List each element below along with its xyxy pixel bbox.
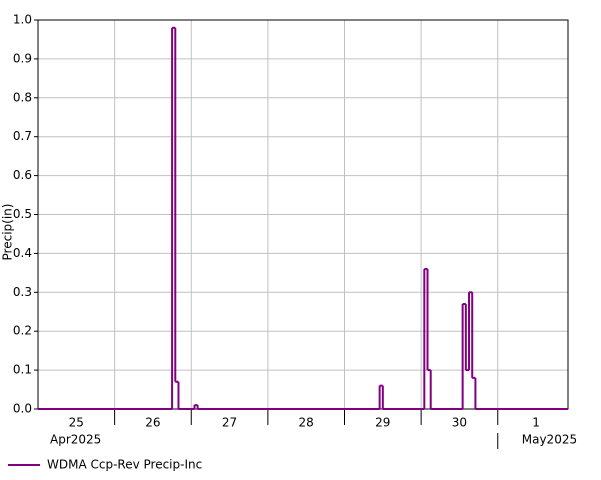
x-tick-label: 28 [299, 416, 314, 430]
x-tick-label: 1 [532, 416, 540, 430]
y-tick-label: 1.0 [13, 13, 32, 27]
y-tick-label: 0.2 [13, 324, 32, 338]
month-label: May2025 [522, 433, 577, 447]
y-tick-label: 0.3 [13, 285, 32, 299]
y-tick-label: 0.7 [13, 129, 32, 143]
y-tick-label: 0.8 [13, 90, 32, 104]
x-tick-label: 30 [452, 416, 467, 430]
legend-label: WDMA Ccp-Rev Precip-Inc [47, 458, 202, 472]
month-label: Apr2025 [50, 433, 101, 447]
y-axis-label: Precip(in) [1, 204, 15, 261]
y-tick-label: 0.9 [13, 51, 32, 65]
y-tick-label: 0.0 [13, 402, 32, 416]
x-tick-label: 27 [222, 416, 237, 430]
y-tick-label: 0.4 [13, 246, 32, 260]
x-tick-label: 29 [375, 416, 390, 430]
x-tick-label: 26 [145, 416, 160, 430]
x-tick-label: 25 [69, 416, 84, 430]
y-tick-label: 0.6 [13, 168, 32, 182]
y-tick-label: 0.1 [13, 363, 32, 377]
y-tick-label: 0.5 [13, 207, 32, 221]
